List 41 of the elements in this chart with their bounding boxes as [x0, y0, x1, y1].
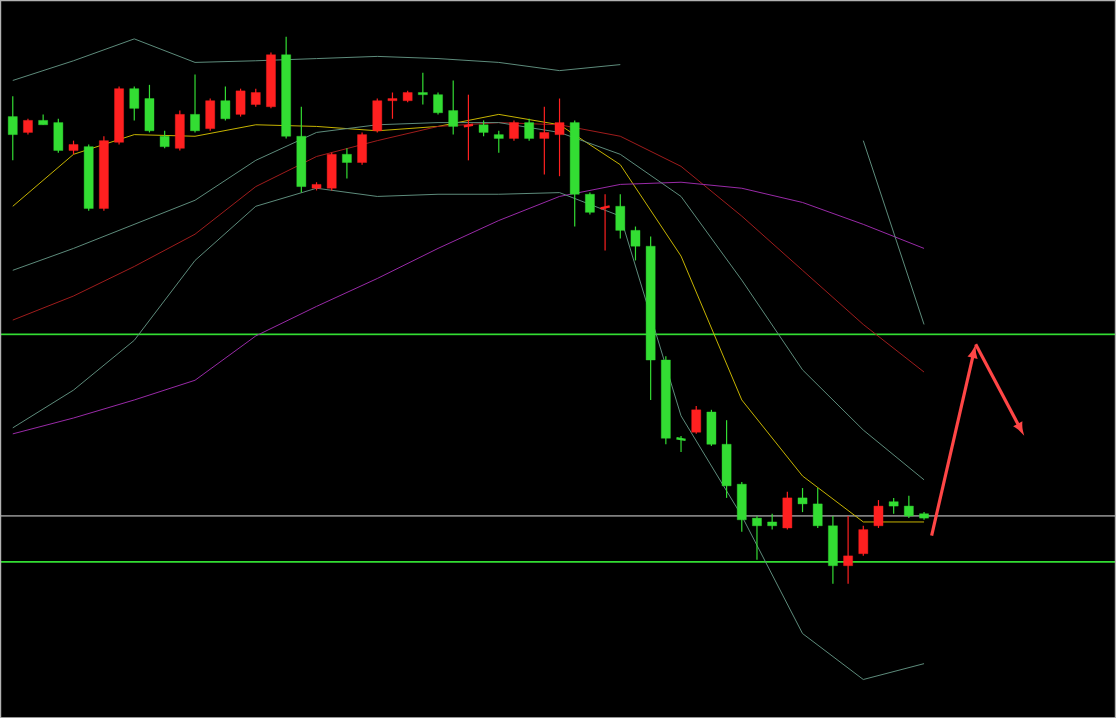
candlestick	[615, 193, 626, 239]
candlestick	[797, 487, 808, 513]
candlestick	[904, 494, 914, 519]
candlestick	[251, 87, 261, 108]
candlestick	[462, 93, 475, 161]
candlestick	[675, 435, 687, 453]
candlestick	[691, 405, 701, 435]
candlestick	[38, 113, 48, 126]
candlestick	[342, 147, 352, 179]
candlestick	[554, 97, 565, 177]
candlestick	[782, 491, 793, 531]
candlestick	[843, 515, 853, 585]
candlestick	[387, 91, 398, 120]
candlestick	[448, 79, 458, 136]
candlestick	[129, 85, 140, 121]
candlestick	[873, 499, 884, 529]
candlestick	[706, 409, 717, 447]
candlestick	[418, 72, 428, 105]
candlestick	[858, 525, 869, 557]
candlestick	[494, 130, 504, 154]
candlestick	[812, 487, 823, 529]
candlestick	[144, 84, 155, 133]
candlestick	[524, 117, 534, 142]
candlestick	[737, 481, 747, 533]
candlestick	[357, 131, 367, 166]
candlestick	[8, 95, 18, 161]
candlestick	[53, 117, 64, 154]
candlestick	[509, 119, 519, 142]
candlestick	[433, 91, 443, 115]
candlestick	[585, 191, 595, 215]
candlestick	[190, 73, 200, 133]
candlestick	[175, 109, 185, 151]
candlestick	[220, 85, 231, 121]
candlestick	[326, 151, 337, 191]
candlestick	[205, 97, 215, 132]
candlestick	[630, 225, 641, 261]
candlestick	[372, 97, 383, 133]
candlestick	[599, 193, 611, 252]
candlestick	[235, 87, 246, 117]
candlestick	[721, 419, 732, 499]
candlestick	[539, 105, 550, 175]
